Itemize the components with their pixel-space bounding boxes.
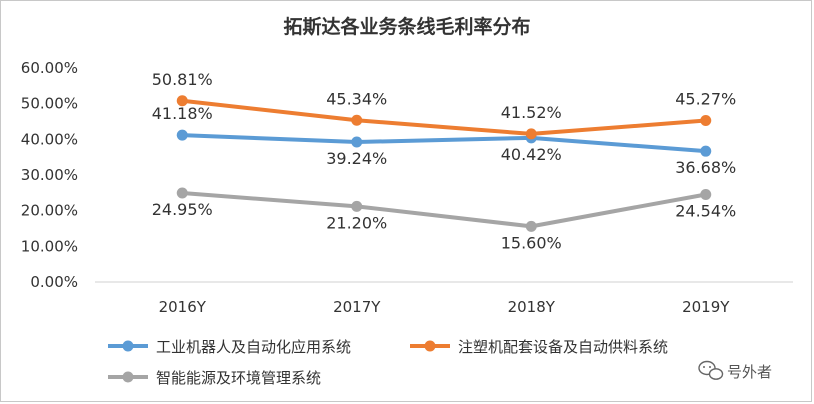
data-labels: 41.18% 39.24% 40.42% 36.68% 50.81% 45.34% 41.5… bbox=[152, 70, 737, 253]
data-label: 45.27% bbox=[675, 90, 736, 109]
axis-group: 0.00% 10.00% 20.00% 30.00% 40.00% 50.00% 60.00… bbox=[21, 59, 793, 316]
chart-title: 拓斯达各业务条线毛利率分布 bbox=[283, 15, 530, 38]
y-tick-label: 0.00% bbox=[30, 273, 78, 291]
data-point bbox=[176, 95, 188, 107]
data-point bbox=[351, 114, 363, 126]
watermark: 号外者 bbox=[698, 360, 772, 381]
legend-label: 工业机器人及自动化应用系统 bbox=[156, 338, 351, 356]
legend-item: 工业机器人及自动化应用系统 bbox=[108, 338, 351, 356]
data-point bbox=[525, 128, 537, 140]
y-tick-label: 60.00% bbox=[21, 59, 78, 77]
data-point bbox=[700, 115, 712, 127]
y-tick-label: 40.00% bbox=[21, 130, 78, 148]
data-point bbox=[176, 187, 188, 199]
legend-swatch-marker bbox=[424, 340, 436, 352]
x-tick-label: 2019Y bbox=[682, 298, 730, 316]
data-label: 40.42% bbox=[501, 145, 562, 164]
data-label: 50.81% bbox=[152, 70, 213, 89]
legend-item: 智能能源及环境管理系统 bbox=[108, 369, 321, 387]
series-line bbox=[182, 98, 706, 136]
data-label: 41.52% bbox=[501, 103, 562, 122]
data-point bbox=[176, 129, 188, 141]
x-tick-label: 2016Y bbox=[159, 298, 207, 316]
legend-label: 注塑机配套设备及自动供料系统 bbox=[458, 338, 668, 356]
data-label: 45.34% bbox=[326, 89, 387, 108]
legend-swatch-marker bbox=[122, 340, 134, 352]
legend-swatch-marker bbox=[122, 371, 134, 383]
data-point bbox=[351, 200, 363, 212]
data-point bbox=[700, 145, 712, 157]
wechat-icon bbox=[698, 360, 724, 380]
y-tick-label: 30.00% bbox=[21, 166, 78, 184]
x-tick-label: 2017Y bbox=[333, 298, 381, 316]
series-line bbox=[182, 133, 706, 154]
data-label: 36.68% bbox=[675, 158, 736, 177]
data-label: 41.18% bbox=[152, 104, 213, 123]
data-label: 39.24% bbox=[326, 149, 387, 168]
data-point bbox=[351, 136, 363, 148]
data-label: 24.95% bbox=[152, 200, 213, 219]
y-tick-label: 50.00% bbox=[21, 95, 78, 113]
data-point bbox=[700, 188, 712, 200]
y-tick-label: 10.00% bbox=[21, 237, 78, 255]
data-label: 15.60% bbox=[501, 233, 562, 252]
watermark-text: 号外者 bbox=[727, 363, 772, 381]
y-tick-label: 20.00% bbox=[21, 202, 78, 220]
legend-label: 智能能源及环境管理系统 bbox=[156, 369, 321, 387]
x-tick-label: 2018Y bbox=[508, 298, 556, 316]
series-line bbox=[182, 191, 707, 229]
legend-item: 注塑机配套设备及自动供料系统 bbox=[410, 338, 668, 356]
data-point bbox=[525, 220, 537, 232]
data-label: 24.54% bbox=[675, 201, 736, 220]
data-label: 21.20% bbox=[326, 213, 387, 232]
series-group bbox=[176, 95, 712, 232]
